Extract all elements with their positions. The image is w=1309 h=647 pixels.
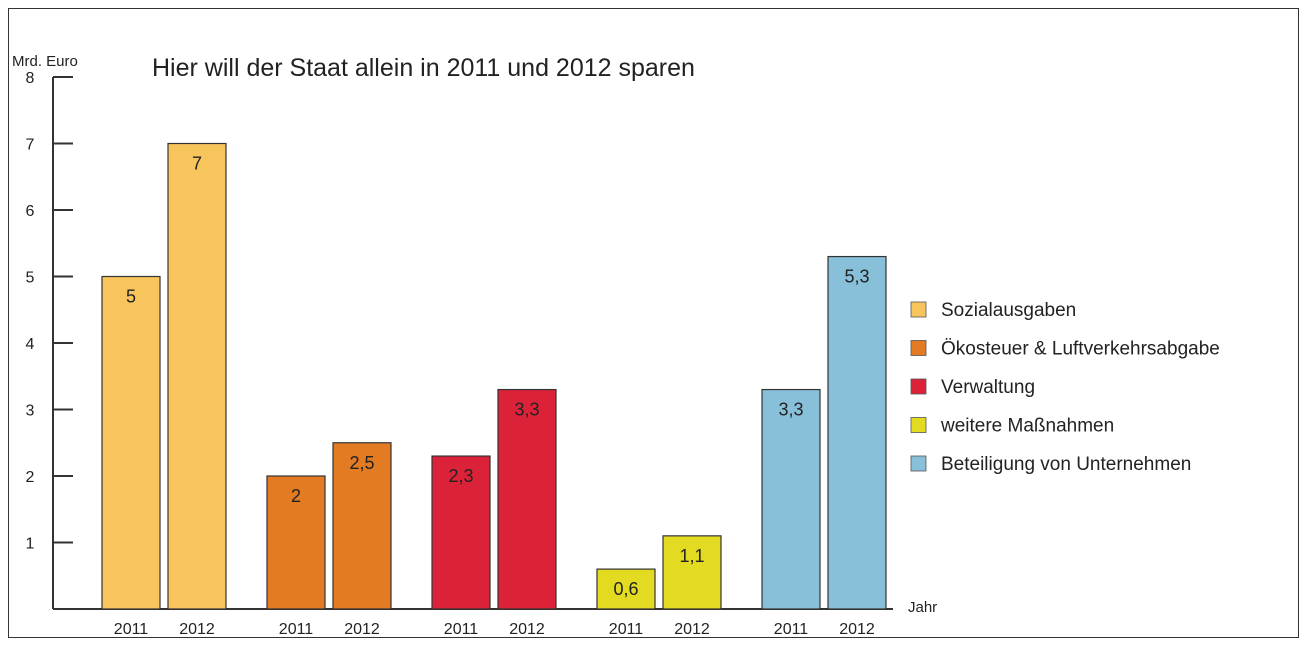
legend-label: Verwaltung [941, 377, 1035, 398]
legend-swatch [910, 417, 927, 433]
legend-label: Sozialausgaben [941, 300, 1076, 321]
x-tick-label: 2011 [444, 621, 479, 638]
x-tick-label: 2011 [774, 621, 809, 638]
legend-label: Beteiligung von Unternehmen [941, 454, 1191, 475]
y-tick-label: 4 [26, 336, 35, 353]
x-tick-label: 2012 [674, 621, 710, 638]
y-tick-label: 7 [26, 137, 35, 154]
bar [497, 388, 557, 610]
bar [662, 535, 722, 610]
y-tick-label: 2 [26, 469, 35, 486]
chart-title: Hier will der Staat allein in 2011 und 2… [152, 54, 695, 82]
x-tick-label: 2012 [344, 621, 380, 638]
x-tick-label: 2012 [839, 621, 875, 638]
legend-swatch [910, 455, 927, 472]
bar [827, 255, 887, 610]
x-axis-label: Jahr [908, 599, 937, 616]
y-axis-unit-label: Mrd. Euro [12, 53, 78, 70]
data-label: 3,3 [514, 400, 539, 420]
data-label: 2,3 [448, 466, 473, 486]
data-label: 0,6 [613, 579, 638, 599]
legend-swatch [910, 301, 927, 318]
x-tick-label: 2012 [179, 621, 215, 638]
data-label: 1,1 [679, 546, 704, 566]
legend: Sozialausgaben Ökosteuer & Luftverkehrsab… [910, 300, 1220, 475]
data-label: 7 [192, 154, 202, 174]
bar [431, 455, 491, 610]
data-label: 3,3 [778, 400, 803, 420]
bar [101, 275, 161, 610]
bar [596, 568, 656, 610]
x-tick-label: 2012 [509, 621, 545, 638]
bar [761, 388, 821, 610]
data-label: 2,5 [349, 453, 374, 473]
bar [167, 142, 227, 610]
bar [266, 475, 326, 610]
legend-label: weitere Maßnahmen [940, 416, 1114, 437]
legend-swatch [910, 340, 927, 356]
bars: 5 2011 7 2012 2 2011 2,5 2012 2,3 2011 3,3 2012 0,6 2… [101, 142, 887, 638]
y-tick-label: 6 [26, 203, 35, 220]
y-tick-label: 1 [26, 536, 35, 553]
y-tick-label: 5 [26, 270, 35, 287]
x-tick-label: 2011 [609, 621, 644, 638]
legend-swatch [910, 378, 927, 395]
data-label: 2 [291, 486, 301, 506]
legend-label: Ökosteuer & Luftverkehrsabgabe [941, 339, 1220, 360]
bar [332, 442, 392, 610]
x-tick-label: 2011 [114, 621, 149, 638]
data-label: 5 [126, 287, 136, 307]
data-label: 5,3 [844, 267, 869, 287]
y-tick-label: 3 [26, 403, 35, 420]
x-tick-label: 2011 [279, 621, 314, 638]
y-tick-label: 8 [26, 70, 35, 87]
